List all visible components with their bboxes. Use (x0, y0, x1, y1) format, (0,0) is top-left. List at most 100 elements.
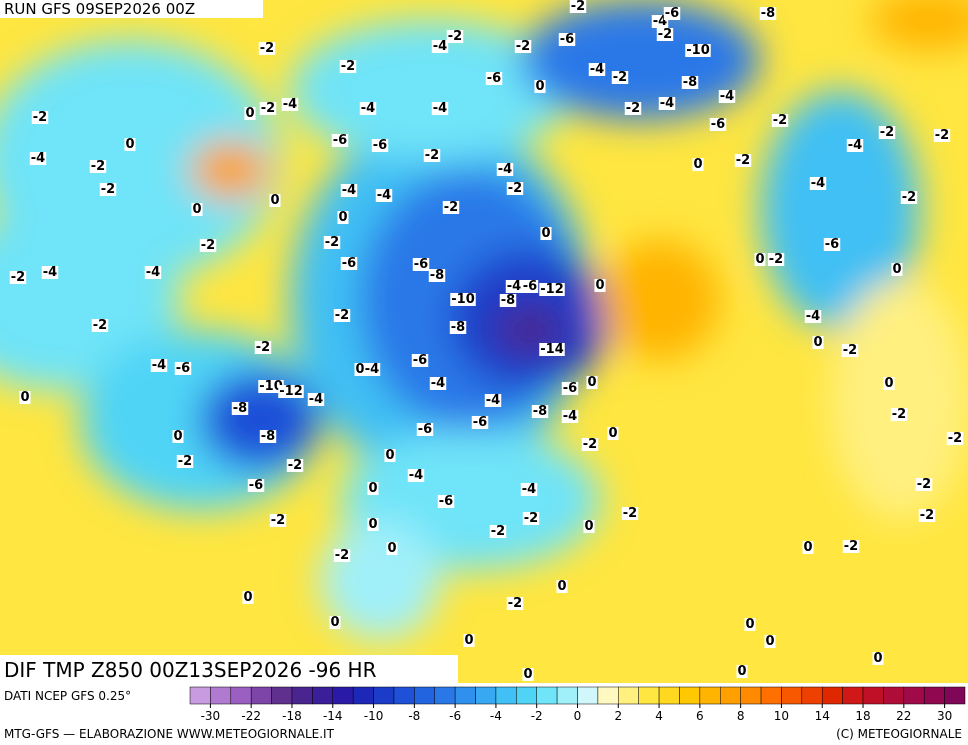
contour-label-bg (450, 293, 476, 306)
colorbar-tick-label: 8 (737, 709, 745, 723)
contour-label-bg (663, 7, 681, 20)
contour-label-bg (588, 63, 606, 76)
contour-label: -4 (653, 14, 667, 29)
contour-label-bg (278, 385, 304, 398)
contour-label-bg (384, 449, 396, 462)
contour-label: -2 (33, 110, 47, 125)
contour-label-bg (933, 129, 951, 142)
contour-label-bg (812, 336, 824, 349)
contour-label: -8 (761, 6, 775, 21)
contour-label-bg (431, 102, 449, 115)
contour-label: -6 (249, 478, 263, 493)
contour-label-bg (842, 540, 860, 553)
contour-label-bg (437, 495, 455, 508)
contour-label: 0 (595, 278, 604, 293)
colorbar-swatch (414, 686, 435, 705)
contour-label-bg (29, 152, 47, 165)
contour-label-bg (540, 227, 552, 240)
contour-label: -6 (560, 32, 574, 47)
contour-label-bg (340, 257, 358, 270)
contour-label-bg (9, 271, 27, 284)
contour-label: 0 (737, 664, 746, 679)
contour-label-bg (446, 30, 464, 43)
contour-label: -4 (146, 265, 160, 280)
contour-label: -2 (325, 235, 339, 250)
colorbar-swatch (434, 686, 456, 705)
contour-label-bg (534, 80, 546, 93)
contour-label: -4 (342, 183, 356, 198)
contour-label-bg (744, 618, 756, 631)
contour-label: -6 (439, 494, 453, 509)
contour-label: -2 (448, 29, 462, 44)
colorbar-tick-label: 14 (815, 709, 830, 723)
colorbar-tick-label: -14 (323, 709, 343, 723)
contour-label: -2 (444, 200, 458, 215)
field-label: DIF TMP Z850 00Z13SEP2026 -96 HR (4, 658, 377, 682)
contour-label-bg (841, 344, 859, 357)
contour-label: -6 (418, 422, 432, 437)
contour-label-bg (363, 363, 381, 376)
contour-label: 0 (608, 426, 617, 441)
contour-label: -10 (259, 379, 283, 394)
contour-label: -2 (843, 343, 857, 358)
contour-label-bg (539, 283, 565, 296)
contour-label: -4 (507, 279, 521, 294)
contour-label-bg (556, 580, 568, 593)
contour-label: 0 (541, 226, 550, 241)
contour-label: -4 (811, 176, 825, 191)
contour-label-bg (624, 102, 642, 115)
contour-label: 0 (884, 376, 893, 391)
contour-label-bg (19, 391, 31, 404)
contour-label-bg (520, 483, 538, 496)
contour-label-bg (428, 269, 446, 282)
contour-label-bg (681, 76, 699, 89)
contour-label: -2 (626, 101, 640, 116)
contour-label: 0 (523, 667, 532, 682)
contour-label-bg (449, 321, 467, 334)
contour-label: -2 (178, 454, 192, 469)
colorbar-swatch (679, 686, 701, 705)
contour-label: -4 (31, 151, 45, 166)
contour-label: -2 (11, 270, 25, 285)
contour-label: -6 (825, 237, 839, 252)
contour-label-bg (407, 469, 425, 482)
contour-label-bg (561, 382, 579, 395)
contour-label-bg (172, 430, 184, 443)
contour-label-bg (463, 634, 475, 647)
contour-label: -4 (433, 39, 447, 54)
contour-label: -2 (91, 159, 105, 174)
contour-label: -4 (43, 265, 57, 280)
contour-label: -2 (948, 431, 962, 446)
contour-label: -2 (93, 318, 107, 333)
contour-label-bg (423, 149, 441, 162)
contour-label: 0 (368, 517, 377, 532)
colorbar-swatch (883, 686, 905, 705)
contour-label-bg (254, 341, 272, 354)
contour-label: -14 (540, 342, 564, 357)
contour-label-bg (522, 512, 540, 525)
contour-label: -2 (571, 0, 585, 14)
contour-label-bg (846, 139, 864, 152)
contour-label-bg (191, 203, 203, 216)
contour-label: 0 (755, 252, 764, 267)
colorbar-swatch (638, 686, 660, 705)
contour-label-bg (734, 154, 752, 167)
colorbar-swatch (658, 686, 680, 705)
contour-label: 0 (584, 519, 593, 534)
contour-label: -2 (892, 407, 906, 422)
contour-label: -2 (261, 101, 275, 116)
contour-label-bg (244, 107, 256, 120)
contour-label-bg (340, 184, 358, 197)
contour-label: -2 (880, 125, 894, 140)
contour-label-bg (416, 423, 434, 436)
contour-label-bg (367, 518, 379, 531)
colorbar-swatch (801, 686, 823, 705)
contour-label: -4 (283, 97, 297, 112)
contour-label: 0 (243, 590, 252, 605)
contour-label: -8 (233, 401, 247, 416)
contour-label-bg (946, 432, 964, 445)
contour-label-bg (367, 482, 379, 495)
contour-label-bg (144, 266, 162, 279)
contour-label-bg (522, 668, 534, 681)
